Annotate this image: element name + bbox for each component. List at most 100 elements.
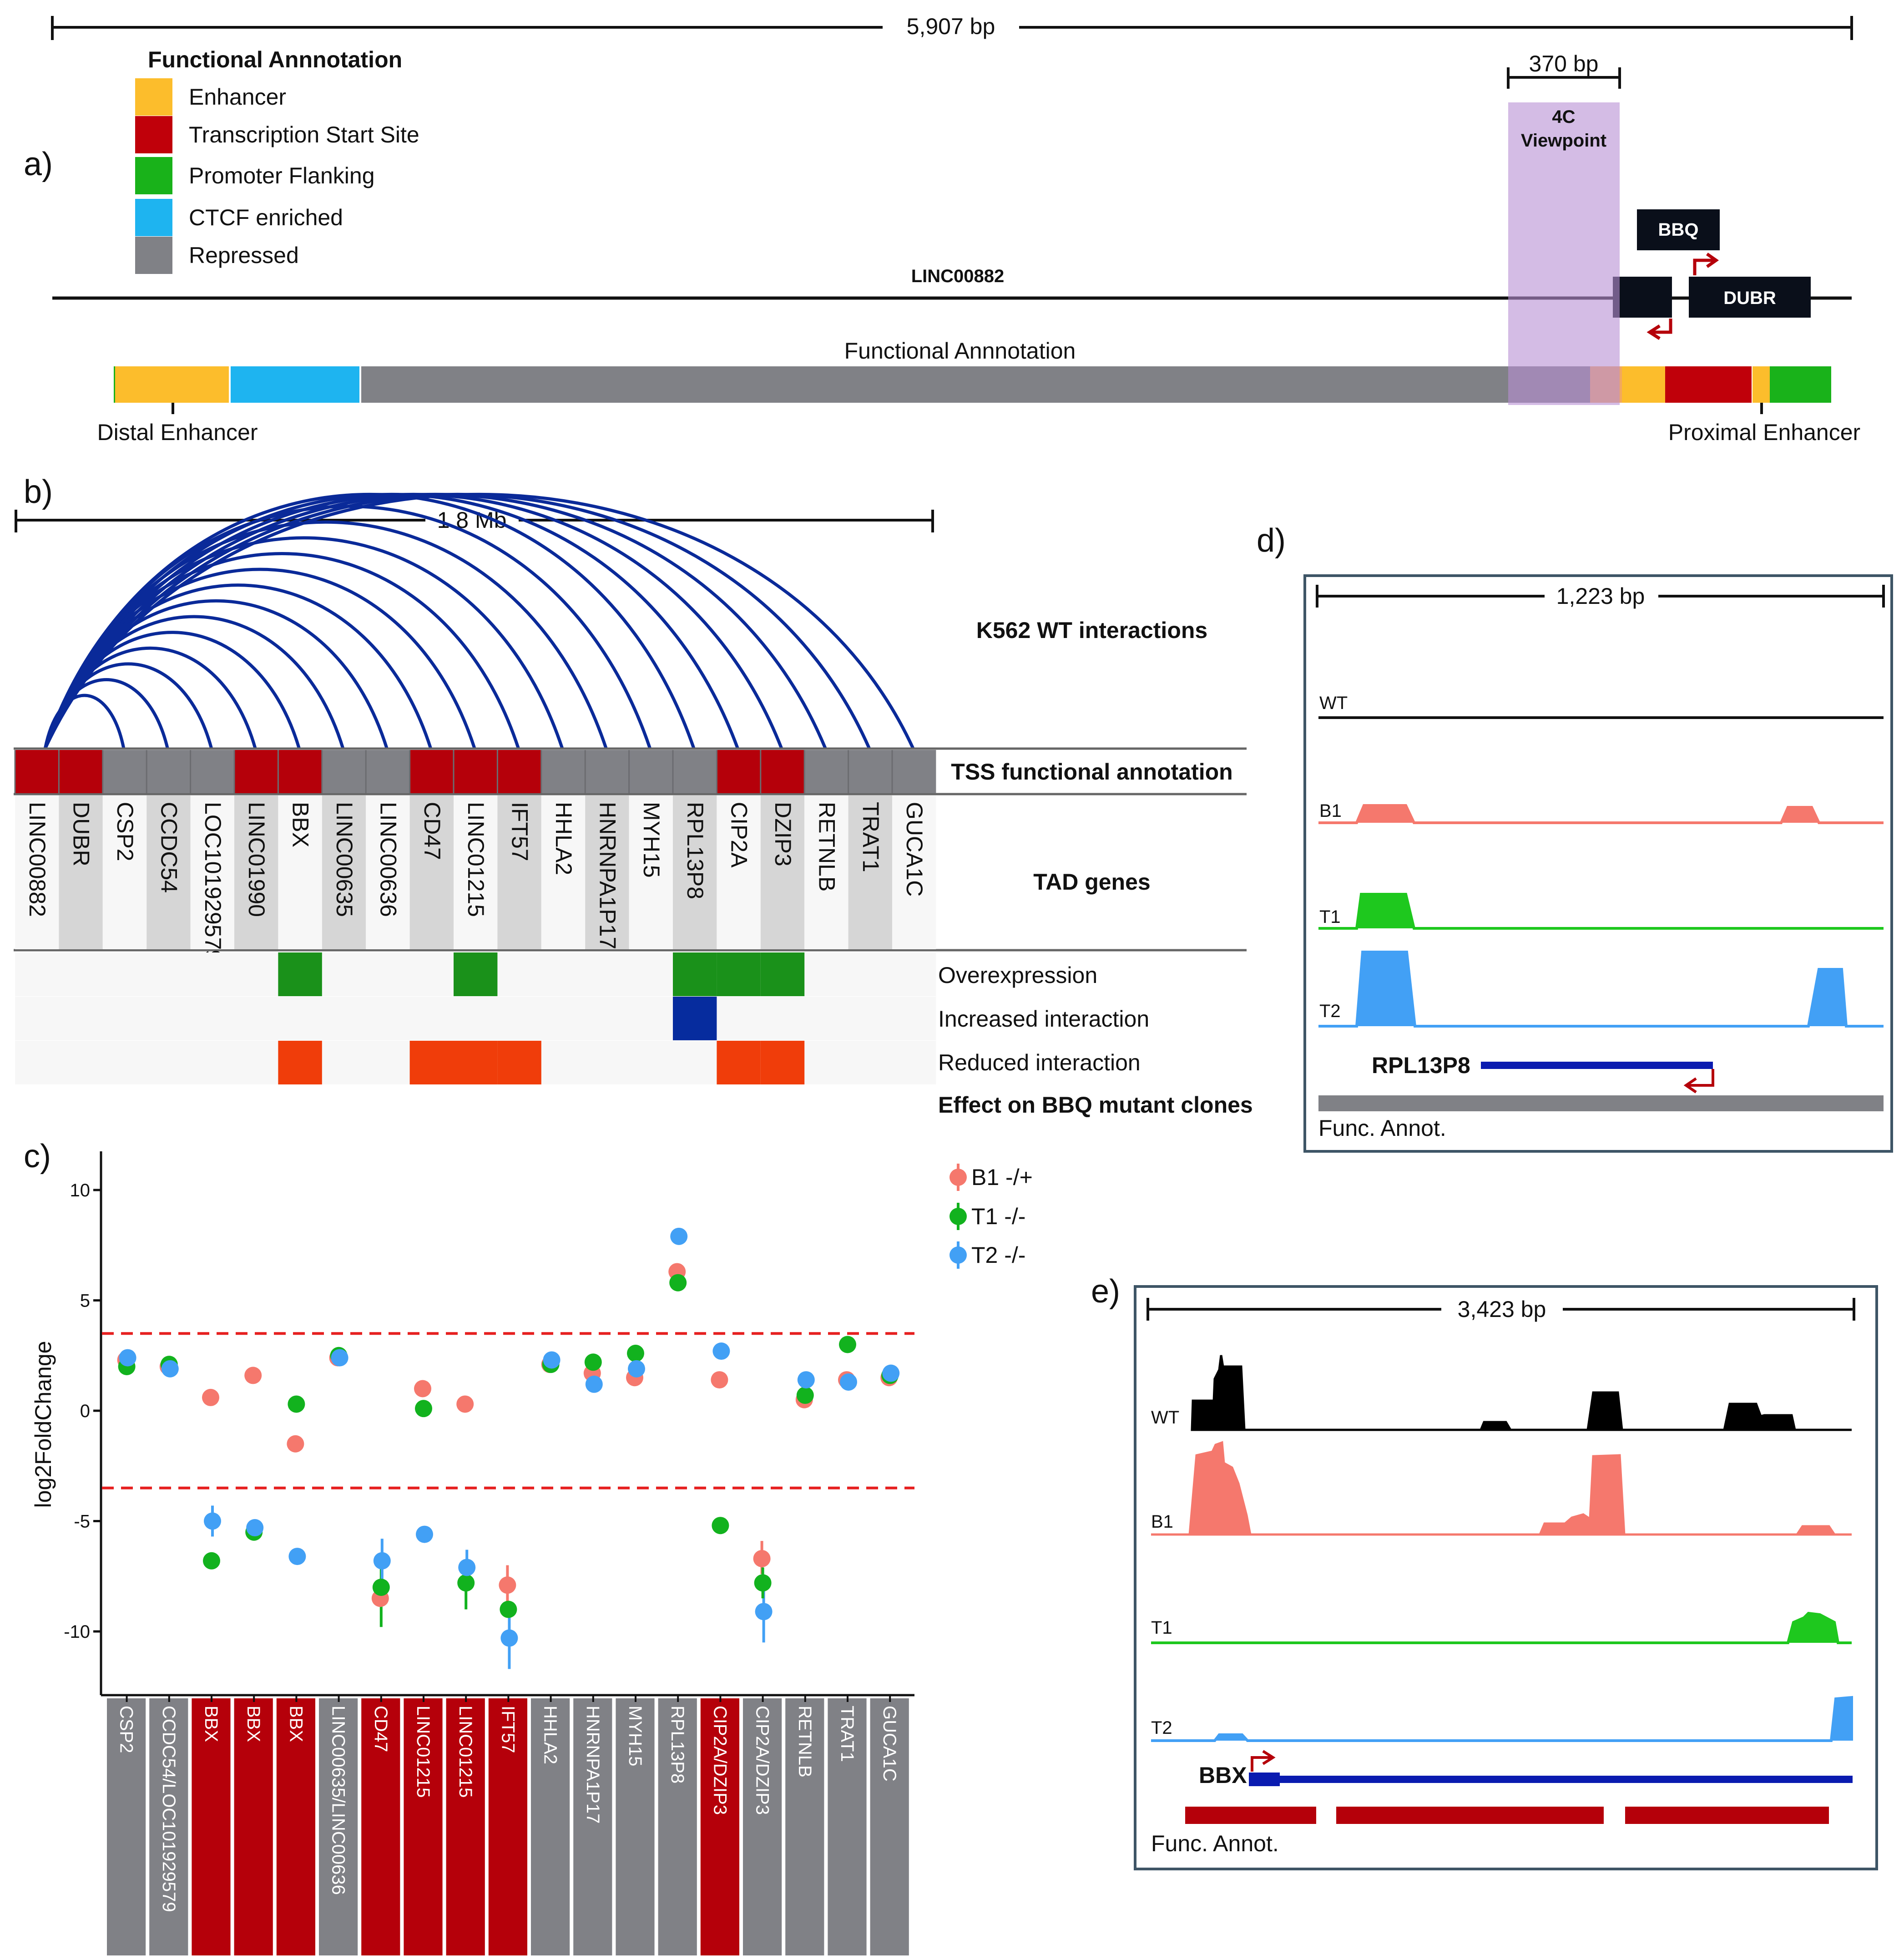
x-category-box — [192, 1698, 231, 1955]
interaction-arc — [44, 492, 915, 750]
gene-column — [278, 795, 322, 949]
effect-cell — [234, 1041, 278, 1084]
gene-label: LINC01215 — [463, 802, 489, 917]
tss-cell — [234, 750, 278, 793]
x-category-label: LINC01215 — [455, 1706, 475, 1798]
data-point — [585, 1375, 603, 1393]
gene-column — [717, 795, 761, 949]
legend-c-t2: T2 -/- — [971, 1242, 1025, 1268]
legend-swatch-promoter — [135, 157, 172, 194]
effect-cell — [322, 1041, 366, 1084]
gene-label: CSP2 — [112, 802, 138, 861]
data-points — [117, 1227, 900, 1647]
effect-cell — [234, 952, 278, 996]
effect-cell — [366, 1041, 410, 1084]
gene-column — [497, 795, 541, 949]
effect-hit — [673, 997, 717, 1040]
scale-label-e: 3,423 bp — [1458, 1297, 1546, 1322]
effect-cell — [234, 997, 278, 1040]
effect-cell — [629, 997, 673, 1040]
x-category-box — [404, 1698, 443, 1955]
proximal-enhancer-label: Proximal Enhancer — [1668, 420, 1860, 445]
x-category-label: MYH15 — [625, 1706, 645, 1766]
effect-cell — [760, 997, 805, 1040]
func-track-title: Functional Annnotation — [844, 338, 1076, 364]
gene-column — [892, 795, 936, 949]
effect-cell — [15, 952, 59, 996]
effect-hit — [454, 1041, 498, 1084]
effect-cell — [585, 1041, 629, 1084]
gene-label: GUCA1C — [902, 802, 927, 896]
tss-cell — [102, 750, 147, 793]
effect-cell — [102, 1041, 147, 1084]
scale-label-d: 1,223 bp — [1556, 583, 1645, 609]
effect-label-overexpression: Overexpression — [938, 962, 1097, 988]
effect-cell — [409, 952, 454, 996]
effect-cell — [585, 997, 629, 1040]
bbq-label-box — [1637, 209, 1720, 250]
x-category-box — [870, 1698, 909, 1955]
effect-cell — [804, 997, 848, 1040]
track-e-t1-signal — [1151, 1611, 1852, 1644]
effect-cell — [190, 1041, 234, 1084]
viewpoint-label-1: 4C — [1552, 107, 1575, 127]
data-point — [669, 1274, 687, 1291]
tss-cell — [717, 750, 761, 793]
panel-c: c) log2FoldChange 10 5 0 -5 -10 CSP2 CCDC54/L… — [24, 1138, 1033, 1955]
tss-cell — [322, 750, 366, 793]
panel-d: d) 1,223 bp WT B1 T1 T2 RPL13P8 Func. An… — [1257, 522, 1893, 1153]
gene-e-label: BBX — [1199, 1762, 1247, 1788]
data-point — [204, 1512, 221, 1530]
effect-hit — [278, 1041, 322, 1084]
legend-item-ctcf: CTCF enriched — [189, 205, 343, 230]
data-point — [458, 1559, 476, 1576]
track-e-t2-signal — [1151, 1696, 1853, 1742]
x-category-box — [785, 1698, 824, 1955]
track-d-t1-signal — [1318, 893, 1884, 930]
gene-column — [804, 795, 848, 949]
effect-cell — [892, 1041, 936, 1084]
interaction-arcs — [43, 492, 915, 750]
data-point — [670, 1227, 688, 1245]
effect-cell — [366, 997, 410, 1040]
effect-hit — [454, 952, 498, 996]
effect-cell — [892, 952, 936, 996]
x-category-label: IFT57 — [498, 1706, 518, 1753]
legend-title: Functional Annnotation — [148, 47, 402, 72]
gene-column — [146, 795, 191, 949]
data-point — [119, 1349, 136, 1367]
panel-e: e) 3,423 bp WT B1 T1 T2 BBX Func. Annot. — [1091, 1273, 1878, 1870]
data-point — [754, 1574, 772, 1592]
x-category-box — [700, 1698, 739, 1955]
effect-cell — [497, 997, 541, 1040]
legend-swatch-enhancer — [135, 78, 172, 116]
effect-label-increased: Increased interaction — [938, 1006, 1149, 1032]
data-point — [796, 1387, 814, 1404]
panel-e-label: e) — [1091, 1273, 1120, 1310]
data-point — [202, 1388, 219, 1406]
legend-item-promoter: Promoter Flanking — [189, 163, 375, 188]
scale-label-a: 5,907 bp — [907, 14, 995, 39]
gene-column — [760, 795, 805, 949]
effect-cell — [102, 952, 147, 996]
func-e-label: Func. Annot. — [1151, 1831, 1279, 1856]
effect-cell — [848, 1041, 892, 1084]
effect-cell — [102, 997, 147, 1040]
gene-column — [234, 795, 278, 949]
track-e-t1: T1 — [1151, 1618, 1172, 1638]
tss-cell — [848, 750, 892, 793]
tss-cell — [892, 750, 936, 793]
effect-cell — [146, 1041, 191, 1084]
data-point — [755, 1603, 773, 1621]
data-point — [288, 1395, 305, 1413]
y-tick-label: 10 — [70, 1180, 91, 1200]
effect-cell — [278, 997, 322, 1040]
effect-cell — [59, 997, 103, 1040]
effect-cell — [146, 952, 191, 996]
x-category-label: RPL13P8 — [667, 1706, 687, 1783]
track-e-b1: B1 — [1151, 1512, 1173, 1532]
gene-column — [59, 795, 103, 949]
track-e-b1-signal — [1151, 1441, 1852, 1536]
gene-e-exon — [1249, 1773, 1280, 1786]
legend-swatch-ctcf — [135, 199, 172, 236]
